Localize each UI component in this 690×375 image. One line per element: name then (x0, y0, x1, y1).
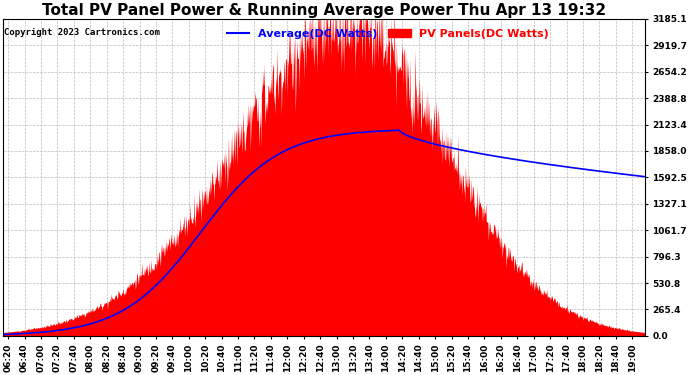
Text: Copyright 2023 Cartronics.com: Copyright 2023 Cartronics.com (4, 28, 159, 38)
Title: Total PV Panel Power & Running Average Power Thu Apr 13 19:32: Total PV Panel Power & Running Average P… (42, 3, 606, 18)
Legend: Average(DC Watts), PV Panels(DC Watts): Average(DC Watts), PV Panels(DC Watts) (222, 24, 553, 44)
